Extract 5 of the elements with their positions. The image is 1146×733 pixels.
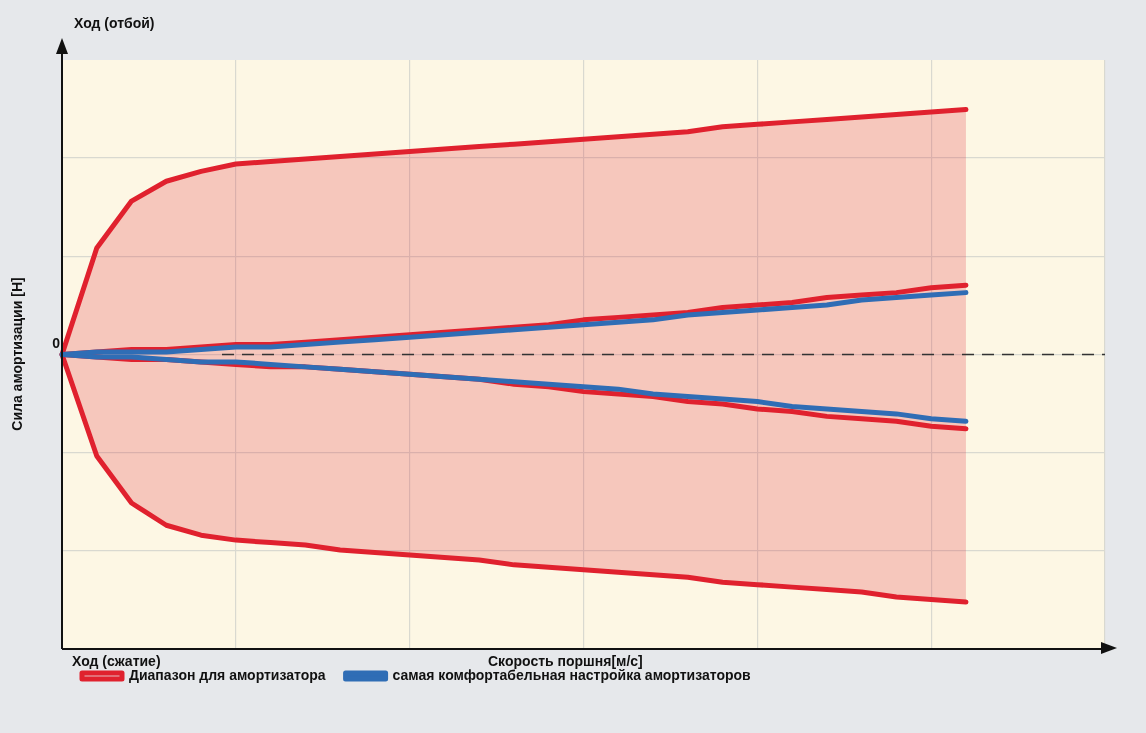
y-axis-title: Сила амортизации [Н]	[9, 277, 25, 431]
text: Ход (сжатие)	[72, 653, 161, 669]
x-axis-title: Скорость поршня[м/с]	[488, 653, 643, 669]
text: Ход (отбой)	[74, 15, 155, 31]
ref-line-label: 0	[52, 335, 61, 352]
